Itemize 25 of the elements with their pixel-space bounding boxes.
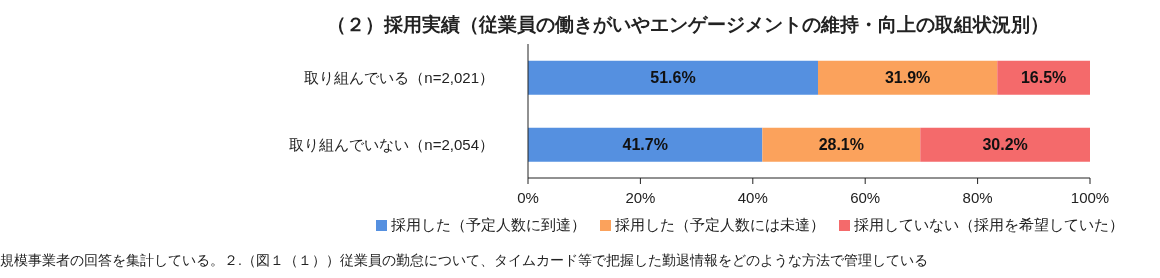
y-tick-label: 取り組んでいる（n=2,021） — [304, 68, 494, 86]
data-label: 16.5% — [1020, 69, 1067, 87]
bar — [762, 127, 921, 162]
y-tick-label: 取り組んでいない（n=2,054） — [289, 135, 494, 153]
x-tick-label: 60% — [850, 188, 881, 206]
x-tick-label: 100% — [1070, 188, 1110, 206]
legend-label: 採用した（予定人数には未達） — [614, 216, 825, 235]
bar — [817, 60, 998, 95]
data-label: 31.9% — [884, 69, 931, 87]
data-label: 30.2% — [982, 136, 1028, 154]
chart-title: （２）採用実績（従業員の働きがいやエンゲージメントの維持・向上の取組状況別） — [326, 13, 1050, 37]
x-tick-label: 20% — [625, 188, 656, 206]
x-tick-label: 80% — [962, 188, 993, 206]
bar — [997, 60, 1090, 95]
x-tick-label: 0% — [517, 188, 539, 206]
bar — [528, 60, 818, 95]
bar — [528, 127, 763, 162]
data-label: 28.1% — [818, 136, 864, 154]
bar — [920, 127, 1090, 162]
legend-label: 採用していない（採用を希望していた） — [853, 216, 1124, 235]
legend-label: 採用した（予定人数に到達） — [390, 216, 586, 235]
text: 規模事業者の回答を集計している。２.（図１（１））従業員の勤怠について、タイムカード等で把握した勤退情報をどのような方法で管理している — [0, 252, 928, 270]
x-tick-label: 40% — [737, 188, 768, 206]
data-label: 41.7% — [622, 136, 668, 154]
data-label: 51.6% — [650, 69, 696, 87]
